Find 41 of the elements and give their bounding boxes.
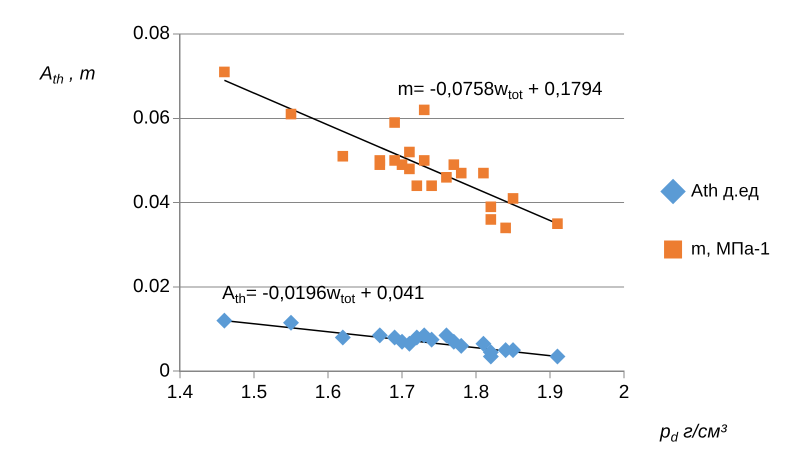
legend-label: m, МПа-1	[691, 238, 770, 258]
point	[334, 329, 351, 346]
point	[475, 336, 492, 352]
legend-label: Ath д.ед	[691, 180, 760, 200]
x-tick-label: 1.7	[388, 382, 416, 403]
point	[374, 159, 386, 170]
point	[412, 180, 422, 192]
x-tick-label: 1.6	[314, 382, 342, 403]
point	[500, 222, 511, 234]
y-tick-label: 0	[159, 360, 170, 382]
x-tick-label: 1.4	[166, 382, 194, 403]
y-tick-label: 0.06	[132, 108, 170, 129]
point	[552, 218, 563, 229]
point	[389, 117, 400, 128]
point	[441, 172, 452, 183]
point	[486, 202, 496, 212]
point	[418, 155, 430, 166]
point	[283, 314, 299, 331]
point	[456, 168, 467, 178]
point	[372, 327, 388, 344]
x-tick-label: 1.9	[536, 382, 564, 403]
x-tick-label: 2	[618, 382, 630, 403]
point	[508, 193, 518, 204]
point	[424, 332, 440, 348]
point	[404, 164, 415, 174]
point	[549, 348, 566, 364]
y-tick-label: 0.04	[132, 192, 170, 213]
point	[418, 104, 430, 116]
point	[216, 312, 232, 329]
point	[286, 108, 296, 120]
y-tick-label: 0.02	[132, 276, 170, 298]
x-tick-label: 1.5	[240, 382, 268, 403]
y-tick-label: 0.08	[132, 23, 170, 44]
point	[426, 180, 437, 192]
point	[338, 150, 348, 162]
point	[219, 66, 230, 78]
point	[486, 214, 496, 225]
point	[448, 159, 460, 170]
x-tick-label: 1.8	[462, 382, 490, 403]
point	[404, 146, 415, 158]
point	[478, 168, 489, 178]
